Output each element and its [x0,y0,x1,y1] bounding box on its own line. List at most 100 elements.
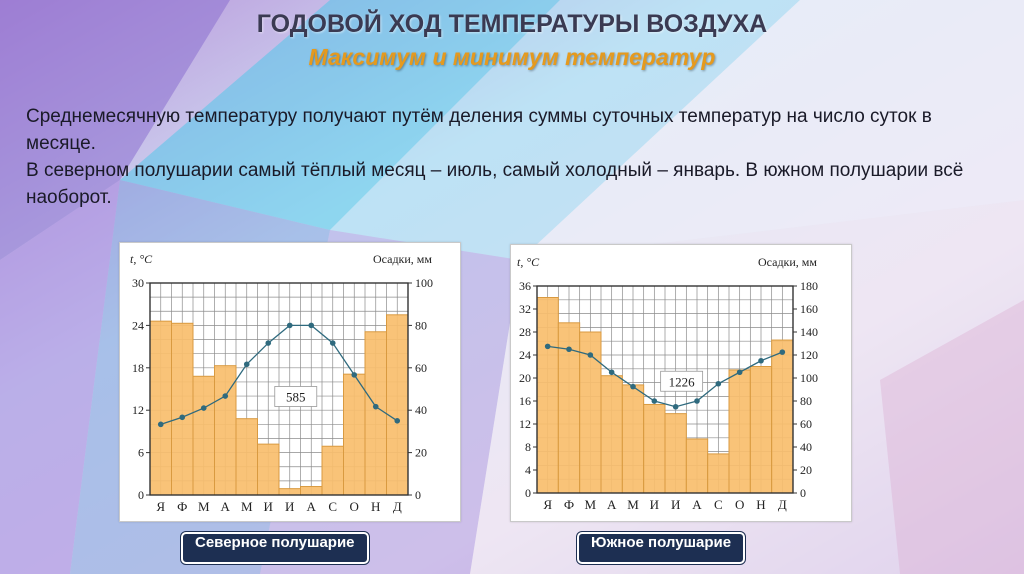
left-tick-label: 28 [519,325,531,339]
temperature-point [736,369,743,376]
slide-subtitle: Максимум и минимум температур [308,44,716,70]
right-tick-label: 80 [415,318,427,332]
precipitation-bar [771,339,794,494]
month-label: А [307,499,317,514]
temperature-point [286,322,293,329]
month-label: О [350,499,359,514]
left-axis-title: t, °C [517,255,540,269]
left-tick-label: 24 [519,348,531,362]
month-label: И [650,497,659,512]
temperature-point [394,418,401,424]
left-tick-label: 8 [525,440,531,454]
plot-frame [536,285,794,494]
right-tick-label: 180 [800,279,818,293]
left-tick-label: 12 [132,403,144,417]
temperature-point [329,340,336,346]
month-label: И [285,499,294,514]
right-axis-title: Осадки, мм [373,252,432,266]
left-tick-label: 6 [138,446,144,460]
temperature-point [651,398,658,404]
right-axis-title: Осадки, мм [758,255,817,269]
right-tick-label: 40 [415,403,427,417]
right-tick-label: 20 [415,446,427,460]
left-tick-label: 4 [525,463,531,477]
temperature-point [157,421,164,428]
precipitation-bar [707,453,730,494]
precipitation-bar [364,331,387,496]
temperature-point [587,352,594,358]
month-label: Я [156,499,165,514]
left-tick-label: 0 [138,488,144,502]
precipitation-bar [235,418,258,496]
month-label: Д [393,499,402,514]
south-chart-panel: 0 4 8 12 16 20 24 28 32 36 0 20 40 60 80 100 120 140 160 18… [510,244,852,522]
precipitation-bar [149,320,172,496]
precipitation-bar [621,384,645,494]
right-tick-label: 100 [415,276,433,290]
right-tick-label: 0 [415,488,421,502]
right-tick-label: 40 [800,440,812,454]
month-label: И [264,499,273,514]
precipitation-bar [643,403,666,494]
temperature-point [243,361,250,368]
precipitation-bar [192,375,215,496]
month-label: А [692,497,702,512]
right-tick-label: 120 [800,348,818,362]
precipitation-bar [386,314,409,496]
temperature-point [544,343,551,350]
month-label: С [328,499,337,514]
precipitation-bar [600,375,623,494]
left-tick-label: 0 [525,486,531,500]
annotation-box [660,370,704,392]
month-label: Н [371,499,380,514]
right-tick-label: 100 [800,371,818,385]
north-hemisphere-label: Северное полушарие [181,532,369,564]
temperature-point [608,369,615,376]
right-tick-label: 20 [800,463,812,477]
temperature-point [265,340,272,346]
left-tick-label: 18 [132,361,144,375]
temperature-point [694,398,700,404]
temperature-point [351,372,358,378]
month-label: С [714,497,723,512]
plot-frame [149,282,409,496]
temperature-point [308,322,315,329]
precipitation-bar [536,297,559,494]
temperature-line [160,324,398,425]
left-tick-label: 32 [519,302,531,316]
annual-precipitation-label: 585 [286,389,306,404]
temperature-point [630,383,636,390]
temperature-point [779,349,786,355]
month-label: Я [543,497,552,512]
slide-title: ГОДОВОЙ ХОД ТЕМПЕРАТУРЫ ВОЗДУХА [256,10,768,38]
left-tick-label: 16 [519,394,531,408]
south-climate-chart: 0 4 8 12 16 20 24 28 32 36 0 20 40 60 80 100 120 140 160 18… [517,255,818,512]
month-label: А [607,497,617,512]
left-tick-label: 30 [132,276,144,290]
month-label: М [627,497,639,512]
month-label: М [585,497,597,512]
right-tick-label: 160 [800,302,818,316]
precipitation-bar [728,369,751,494]
body-text: Среднемесячную температуру получают путё… [26,103,1006,211]
precipitation-bar [321,445,344,496]
temperature-point [222,393,229,399]
temperature-point [372,403,379,410]
paragraph-1: Среднемесячную температуру получают путё… [26,106,932,154]
precipitation-bar [278,488,301,496]
precipitation-bar [664,413,687,494]
south-hemisphere-label: Южное полушарие [577,532,746,564]
month-label: Ф [564,497,574,512]
right-tick-label: 60 [800,417,812,431]
right-tick-label: 140 [800,325,818,339]
month-label: М [198,499,210,514]
annual-precipitation-label: 1226 [669,374,696,389]
month-label: А [221,499,231,514]
precipitation-bar [343,373,366,496]
left-tick-label: 12 [519,417,531,431]
precipitation-bar [171,322,194,496]
precipitation-bar [257,443,280,496]
temperature-point [758,357,764,364]
